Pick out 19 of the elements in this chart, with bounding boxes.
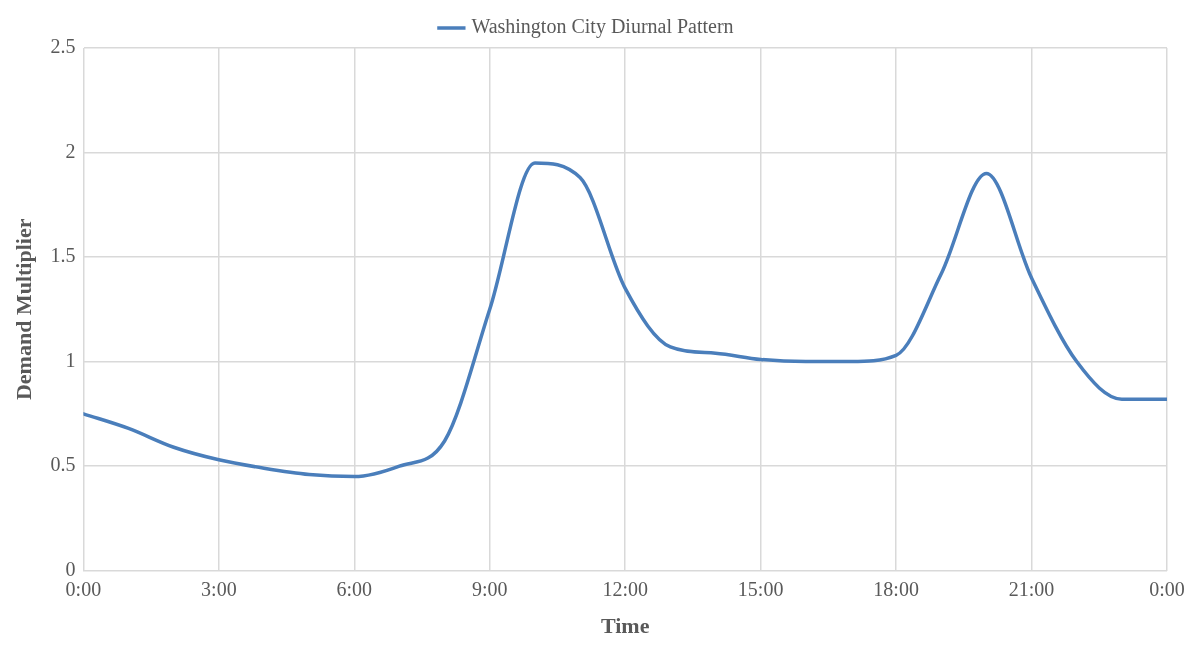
x-tick-label: 15:00	[737, 577, 784, 600]
x-tick-label: 6:00	[336, 577, 373, 600]
y-axis-title: Demand Multiplier	[10, 218, 36, 401]
x-tick-label: 3:00	[201, 577, 237, 600]
x-tick-label: 0:00	[1149, 577, 1185, 600]
x-tick-label: 18:00	[873, 577, 919, 600]
legend-label: Washington City Diurnal Pattern	[471, 15, 734, 39]
y-tick-label: 2	[65, 139, 76, 162]
x-axis-title: Time	[600, 613, 650, 639]
line-series	[83, 161, 1167, 479]
x-tick-label: 12:00	[602, 577, 648, 600]
y-tick-label: 0	[65, 557, 76, 580]
y-tick-label: 2.5	[50, 35, 76, 58]
y-tick-label: 0.5	[50, 453, 76, 476]
x-tick-label: 0:00	[65, 577, 102, 600]
x-tick-label: 21:00	[1008, 577, 1055, 600]
y-tick-label: 1.5	[50, 244, 76, 267]
y-tick-label: 1	[65, 348, 76, 371]
x-tick-label: 9:00	[471, 577, 508, 600]
